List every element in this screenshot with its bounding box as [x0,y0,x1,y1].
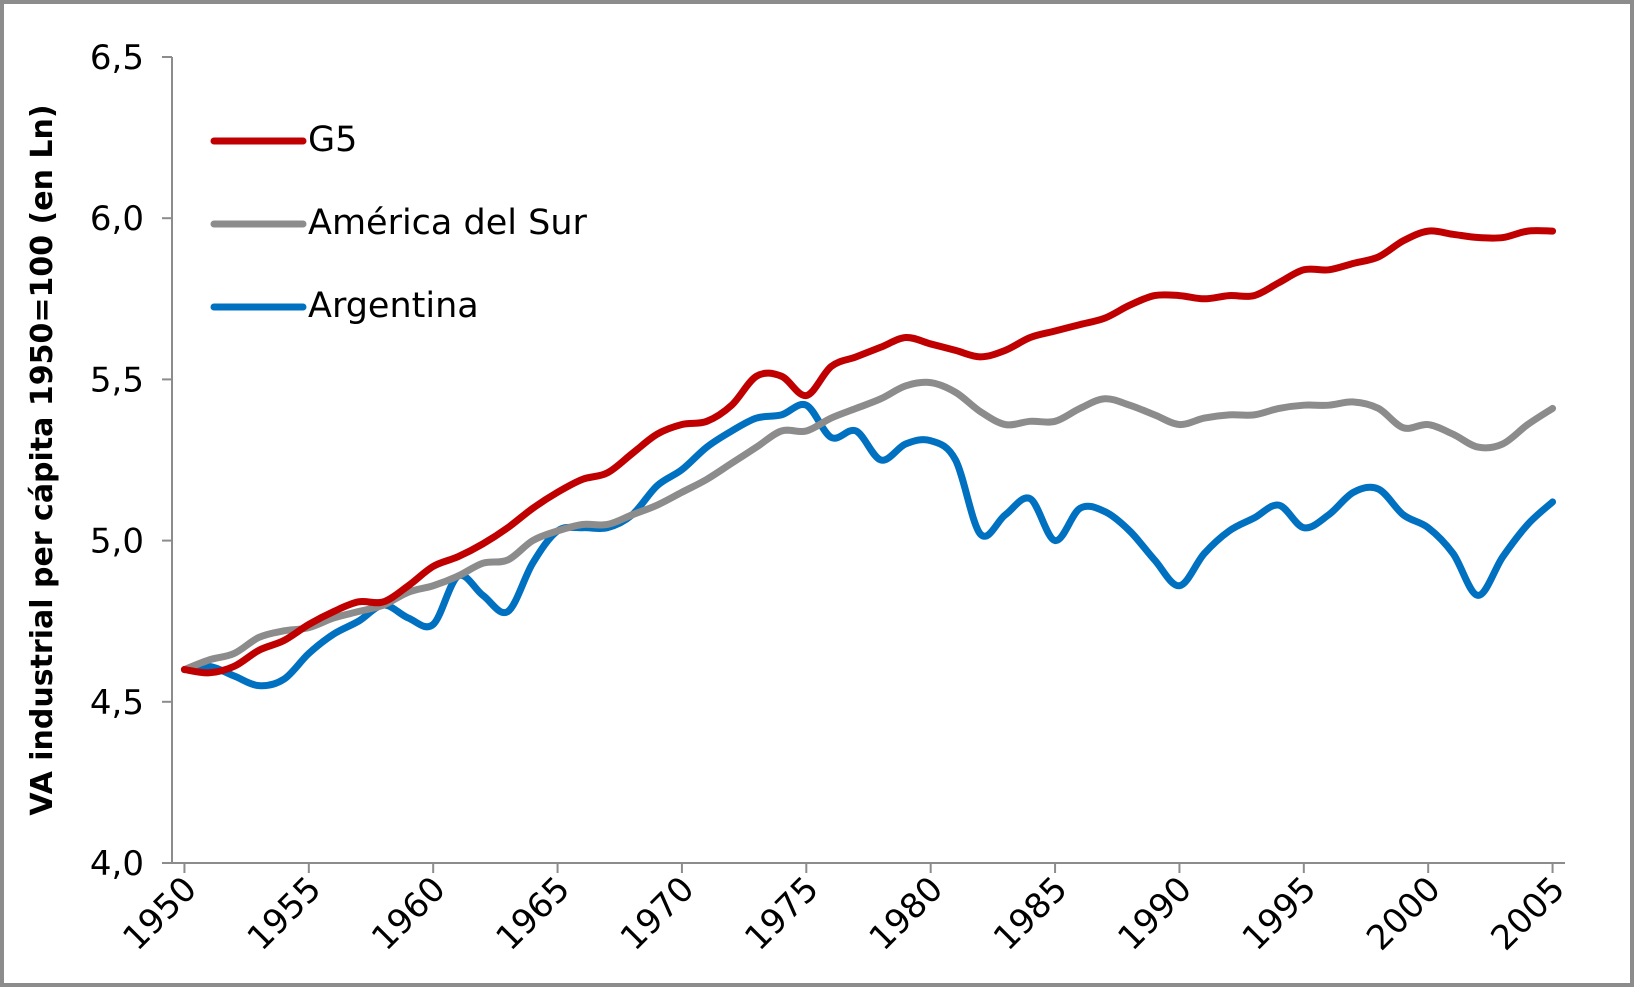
y-tick-label: 4,0 [90,844,144,884]
series-line [180,378,1557,674]
legend-label: América del Sur [308,203,587,243]
legend-label: G5 [308,120,357,160]
series-line [180,400,1557,690]
legend-label: Argentina [308,286,479,326]
y-axis-label: VA industrial per cápita 1950=100 (en Ln… [25,104,60,815]
y-tick-label: 4,5 [90,683,144,723]
y-tick-label: 5,0 [90,522,144,562]
series-line [180,227,1557,677]
y-tick-label: 6,0 [90,199,144,239]
y-tick-label: 5,5 [90,360,144,400]
y-tick-label: 6,5 [90,38,144,78]
